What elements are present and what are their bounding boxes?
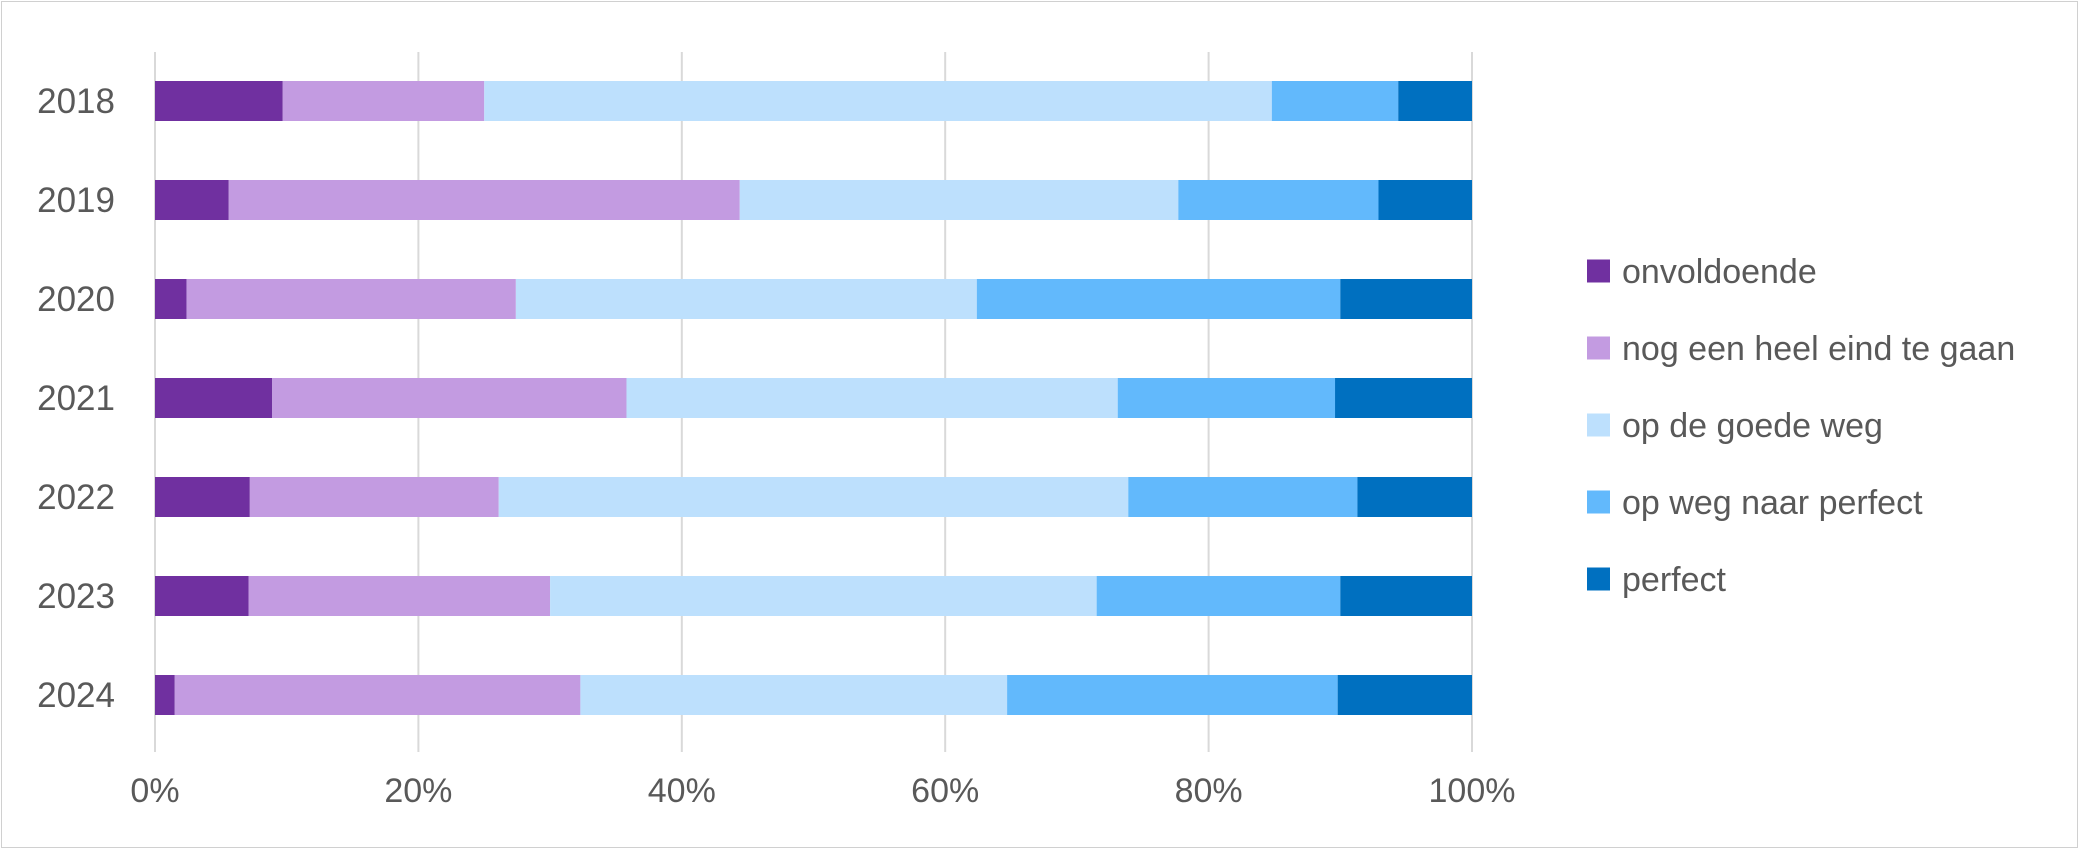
bar-segment xyxy=(155,576,249,616)
y-category-label: 2024 xyxy=(37,676,115,715)
bar-segment xyxy=(1178,180,1379,220)
bar-row-2020 xyxy=(155,279,1472,319)
bar-segment xyxy=(580,675,1008,715)
bar-segment xyxy=(249,477,499,517)
bar-row-2022 xyxy=(155,477,1472,517)
bar-row-2021 xyxy=(155,378,1472,418)
bar-segment xyxy=(228,180,740,220)
legend-item: nog een heel eind te gaan xyxy=(1587,330,2015,368)
bar-row-2019 xyxy=(155,180,1472,220)
bar-segment xyxy=(484,81,1272,121)
bar-segment xyxy=(739,180,1179,220)
bar-segment xyxy=(155,378,273,418)
bar-segment xyxy=(1128,477,1358,517)
legend-swatch xyxy=(1587,413,1610,437)
legend-label: onvoldoende xyxy=(1622,253,1817,291)
bar-row-2023 xyxy=(155,576,1472,616)
y-category-label: 2023 xyxy=(37,577,115,616)
bar-segment xyxy=(1271,81,1399,121)
y-category-label: 2022 xyxy=(37,478,115,517)
bar-segment xyxy=(1357,477,1472,517)
bar-segment xyxy=(515,279,977,319)
legend-label: perfect xyxy=(1622,561,1726,599)
x-tick-label: 100% xyxy=(1429,772,1516,810)
bar-segment xyxy=(976,279,1341,319)
x-tick-label: 0% xyxy=(130,772,179,810)
legend-label: op weg naar perfect xyxy=(1622,484,1923,522)
legend: onvoldoende nog een heel eind te gaan op d… xyxy=(1587,253,2015,599)
bar-segment xyxy=(272,378,627,418)
bar-row-2018 xyxy=(155,81,1472,121)
y-category-label: 2021 xyxy=(37,379,115,418)
legend-item: op weg naar perfect xyxy=(1587,484,1923,522)
x-tick-label: 40% xyxy=(648,772,716,810)
bar-segment xyxy=(1096,576,1341,616)
bar-segment xyxy=(1337,675,1472,715)
x-tick-label: 80% xyxy=(1175,772,1243,810)
x-axis-tick-labels: 0% 20% 40% 60% 80% 100% xyxy=(130,772,1515,810)
bar-segment xyxy=(1398,81,1472,121)
legend-swatch xyxy=(1587,567,1610,591)
bar-segment xyxy=(550,576,1097,616)
legend-swatch xyxy=(1587,490,1610,514)
x-tick-label: 60% xyxy=(911,772,979,810)
bar-segment xyxy=(155,180,229,220)
bar-segment xyxy=(155,477,250,517)
y-category-label: 2019 xyxy=(37,181,115,220)
bar-segment xyxy=(282,81,485,121)
bar-segment xyxy=(626,378,1118,418)
bar-row-2024 xyxy=(155,675,1472,715)
y-axis-category-labels: 2018 2019 2020 2021 2022 2023 2024 xyxy=(37,82,115,715)
legend-item: onvoldoende xyxy=(1587,253,1817,291)
bar-segment xyxy=(155,279,187,319)
y-category-label: 2018 xyxy=(37,82,115,121)
bar-segment xyxy=(1378,180,1472,220)
bar-segment xyxy=(155,81,283,121)
bar-segment xyxy=(1007,675,1338,715)
x-tick-label: 20% xyxy=(384,772,452,810)
bar-segment xyxy=(186,279,516,319)
legend-label: op de goede weg xyxy=(1622,407,1883,445)
bar-segment xyxy=(1117,378,1336,418)
legend-item: op de goede weg xyxy=(1587,407,1883,445)
bar-segment xyxy=(248,576,551,616)
legend-swatch xyxy=(1587,336,1610,360)
legend-label: nog een heel eind te gaan xyxy=(1622,330,2015,368)
bar-segment xyxy=(498,477,1129,517)
bar-segment xyxy=(1340,576,1472,616)
bar-segment xyxy=(174,675,581,715)
bar-segment xyxy=(1335,378,1472,418)
legend-swatch xyxy=(1587,259,1610,283)
legend-item: perfect xyxy=(1587,561,1726,599)
bar-segment xyxy=(1340,279,1472,319)
bar-series xyxy=(155,81,1472,715)
bar-segment xyxy=(155,675,175,715)
y-category-label: 2020 xyxy=(37,280,115,319)
